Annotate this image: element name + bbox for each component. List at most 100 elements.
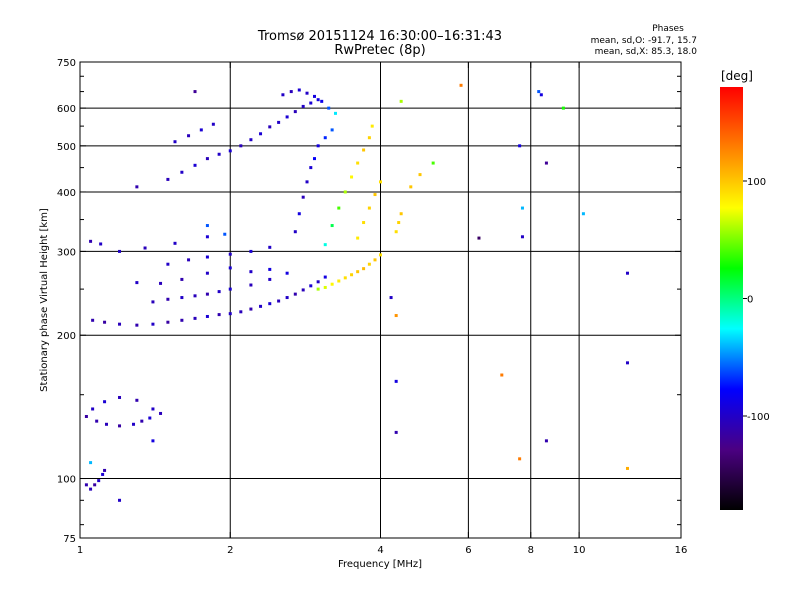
echo-point bbox=[330, 224, 334, 228]
echo-point bbox=[211, 122, 215, 126]
echo-point bbox=[91, 407, 95, 411]
echo-point bbox=[459, 83, 463, 87]
echo-point bbox=[337, 206, 341, 210]
echo-point bbox=[277, 120, 281, 124]
echo-point bbox=[159, 411, 163, 415]
echo-point bbox=[193, 90, 197, 94]
echo-point bbox=[399, 99, 403, 103]
echo-point bbox=[305, 91, 309, 95]
echo-point bbox=[180, 170, 184, 174]
echo-point bbox=[166, 262, 170, 266]
echo-point bbox=[297, 212, 301, 216]
echo-point bbox=[95, 419, 99, 423]
echo-point bbox=[205, 255, 209, 259]
echo-point bbox=[370, 124, 374, 128]
echo-point bbox=[205, 235, 209, 239]
echo-point bbox=[581, 212, 585, 216]
colorbar-unit-label: [deg] bbox=[721, 69, 753, 83]
echo-point bbox=[193, 294, 197, 298]
echo-point bbox=[362, 221, 366, 225]
echo-point bbox=[228, 312, 232, 316]
echo-point bbox=[228, 266, 232, 270]
echo-point bbox=[173, 140, 177, 144]
echo-point bbox=[350, 175, 354, 179]
x-tick-label: 2 bbox=[227, 545, 233, 556]
echo-point bbox=[249, 307, 253, 311]
echo-point bbox=[323, 243, 327, 247]
echo-point bbox=[561, 106, 565, 110]
echo-point bbox=[500, 373, 504, 377]
echo-point bbox=[379, 180, 382, 184]
echo-point bbox=[103, 468, 107, 472]
echo-point bbox=[330, 282, 334, 286]
echo-point bbox=[205, 314, 209, 318]
echo-point bbox=[316, 280, 320, 284]
echo-point bbox=[312, 94, 316, 98]
echo-point bbox=[356, 270, 360, 274]
echo-point bbox=[89, 487, 93, 491]
echo-point bbox=[520, 235, 524, 239]
echo-point bbox=[362, 148, 366, 152]
echo-point bbox=[103, 320, 107, 324]
echo-point bbox=[477, 236, 481, 240]
echo-point bbox=[343, 190, 347, 194]
phase-colorbar bbox=[720, 87, 743, 510]
phases-heading: Phases bbox=[652, 24, 684, 34]
echo-point bbox=[135, 323, 139, 327]
x-axis-label: Frequency [MHz] bbox=[338, 559, 422, 570]
y-tick-label: 600 bbox=[57, 104, 76, 115]
echo-point bbox=[249, 138, 253, 142]
echo-point bbox=[301, 104, 305, 108]
echo-point bbox=[199, 128, 203, 132]
echo-point bbox=[118, 249, 122, 253]
echo-point bbox=[193, 316, 197, 320]
x-tick-label: 4 bbox=[377, 545, 383, 556]
echo-point bbox=[337, 279, 341, 283]
echo-point bbox=[285, 271, 289, 275]
x-axis-ticks: 1 2 4 6 8 10 16 bbox=[77, 62, 687, 556]
echo-point bbox=[323, 275, 327, 279]
echo-point bbox=[356, 236, 360, 240]
echo-point bbox=[228, 252, 232, 256]
echo-point bbox=[151, 322, 155, 326]
colorbar-ticks: 100 0 -100 bbox=[743, 177, 770, 423]
echo-point bbox=[409, 185, 413, 189]
echo-point bbox=[343, 276, 347, 280]
echo-point bbox=[289, 90, 293, 94]
echo-point bbox=[159, 281, 163, 285]
echo-point bbox=[316, 144, 320, 148]
y-axis-ticks: 75 100 200 300 400 500 600 750 bbox=[57, 58, 681, 545]
echo-point bbox=[394, 379, 398, 383]
echo-point bbox=[132, 422, 136, 426]
echo-point bbox=[228, 287, 232, 291]
x-tick-label: 10 bbox=[573, 545, 586, 556]
x-tick-label: 1 bbox=[77, 545, 83, 556]
chart-title: Tromsø 20151124 16:30:00–16:31:43 bbox=[257, 29, 502, 44]
echo-point bbox=[135, 185, 139, 189]
echo-point bbox=[309, 166, 313, 170]
y-tick-label: 500 bbox=[57, 142, 76, 153]
echo-point bbox=[217, 152, 221, 156]
echo-point bbox=[135, 281, 139, 285]
echo-point bbox=[135, 398, 139, 402]
echo-point bbox=[312, 157, 316, 161]
echo-point bbox=[330, 128, 334, 132]
echo-point bbox=[362, 267, 366, 271]
echo-point bbox=[309, 284, 313, 288]
echo-point bbox=[187, 134, 191, 138]
echo-point bbox=[625, 271, 629, 275]
y-axis-label: Stationary phase Virtual Height [km] bbox=[39, 208, 50, 392]
echo-point bbox=[118, 322, 122, 326]
echo-point bbox=[180, 318, 184, 322]
echo-point bbox=[205, 292, 209, 296]
echo-point bbox=[356, 161, 360, 165]
echo-point bbox=[399, 212, 403, 216]
echo-point bbox=[373, 193, 377, 197]
echo-point bbox=[118, 395, 122, 399]
echo-point bbox=[268, 302, 272, 306]
colorbar-tick-label: 0 bbox=[747, 295, 753, 306]
echo-point bbox=[418, 173, 422, 177]
colorbar-tick-label: 100 bbox=[747, 177, 766, 188]
echo-point bbox=[91, 318, 95, 322]
